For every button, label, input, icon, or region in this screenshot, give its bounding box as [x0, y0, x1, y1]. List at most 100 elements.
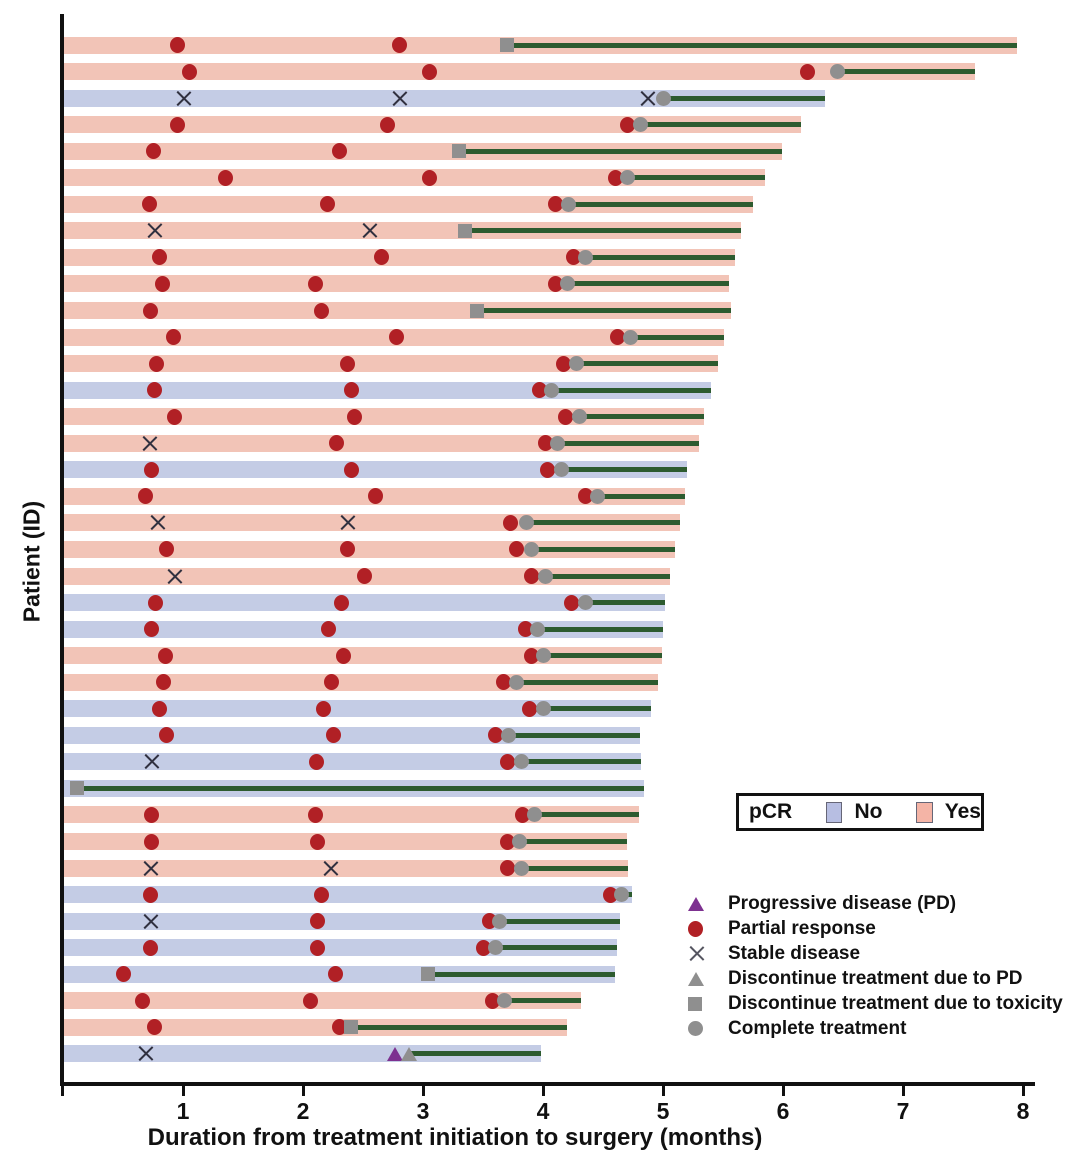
treatment-duration-line — [576, 361, 719, 367]
partial-response-marker — [347, 408, 363, 425]
y-axis-line — [60, 14, 64, 1086]
partial-response-marker — [555, 355, 571, 372]
partial-response-marker — [309, 833, 325, 850]
partial-response-marker — [325, 727, 341, 744]
partial-response-marker — [523, 647, 539, 664]
complete-treatment-marker — [655, 90, 671, 106]
partial-response-marker — [169, 116, 185, 133]
partial-response-marker — [577, 488, 593, 505]
partial-response-marker — [157, 647, 173, 664]
partial-response-marker — [343, 461, 359, 478]
patient-bar — [63, 169, 765, 187]
partial-response-marker — [158, 541, 174, 558]
partial-response-marker — [155, 275, 171, 292]
treatment-duration-line — [77, 785, 644, 791]
complete-treatment-marker — [577, 595, 593, 611]
partial-response-marker — [302, 992, 318, 1009]
pcr-legend: pCR No Yes — [736, 793, 984, 831]
complete-treatment-marker — [513, 860, 529, 876]
treatment-duration-line — [408, 1051, 541, 1057]
partial-response-marker — [391, 37, 407, 53]
marker-legend: Progressive disease (PD) Partial response… — [688, 891, 1063, 1041]
partial-response-marker — [313, 302, 329, 319]
complete-treatment-marker — [509, 674, 525, 690]
partial-response-marker — [146, 382, 162, 399]
patient-bar — [63, 408, 704, 426]
treatment-duration-line — [531, 546, 675, 552]
treatment-duration-line — [508, 732, 641, 738]
marker-legend-row: Stable disease — [688, 941, 1063, 966]
partial-response-marker — [320, 621, 336, 638]
partial-response-marker — [145, 143, 161, 160]
comp-legend-icon — [688, 1021, 714, 1036]
complete-treatment-marker — [559, 276, 575, 292]
partial-response-marker — [373, 249, 389, 266]
partial-response-marker — [141, 196, 157, 213]
treatment-duration-line — [585, 254, 735, 260]
marker-legend-row: Complete treatment — [688, 1016, 1063, 1041]
partial-response-marker — [379, 116, 395, 133]
complete-treatment-marker — [619, 170, 635, 186]
partial-response-marker — [499, 833, 515, 850]
patient-bar — [63, 461, 687, 479]
complete-treatment-marker — [560, 196, 576, 212]
treatment-duration-line — [627, 175, 765, 181]
complete-treatment-marker — [523, 541, 539, 557]
partial-response-marker — [146, 1019, 162, 1036]
pcr-legend-title: pCR — [749, 800, 793, 823]
marker-legend-label: Discontinue treatment due to PD — [728, 967, 1023, 989]
partial-response-marker — [307, 806, 323, 823]
partial-response-marker — [147, 594, 163, 611]
partial-response-marker — [309, 913, 325, 930]
stable-disease-marker — [322, 860, 339, 877]
x-axis-title: Duration from treatment initiation to su… — [147, 1124, 763, 1151]
treatment-duration-line — [551, 387, 711, 393]
x-axis-tick — [781, 1086, 785, 1096]
sd-legend-icon — [688, 945, 714, 962]
discontinue-toxicity-marker — [70, 781, 85, 796]
partial-response-marker — [356, 568, 372, 584]
stable-disease-marker — [166, 568, 183, 585]
marker-legend-label: Stable disease — [728, 942, 861, 964]
partial-response-marker — [515, 806, 531, 823]
partial-response-marker — [134, 992, 150, 1009]
treatment-duration-line — [521, 865, 629, 871]
treatment-duration-line — [477, 308, 732, 313]
partial-response-marker — [143, 302, 159, 319]
sd-icon — [688, 945, 705, 962]
patient-bar — [63, 222, 741, 240]
dpd-legend-icon — [688, 971, 714, 986]
treatment-duration-line — [526, 520, 680, 526]
partial-response-marker — [138, 488, 154, 505]
partial-response-marker — [499, 753, 515, 770]
partial-response-marker — [540, 461, 556, 478]
partial-response-marker — [315, 700, 331, 717]
discontinue-toxicity-marker — [344, 1020, 358, 1035]
treatment-duration-line — [557, 440, 699, 446]
treatment-duration-line — [516, 679, 659, 685]
partial-response-marker — [523, 568, 539, 584]
partial-response-marker — [149, 355, 165, 372]
complete-treatment-marker — [829, 64, 845, 80]
x-axis-tick-label: 3 — [416, 1098, 430, 1124]
pcr-yes-swatch — [916, 801, 933, 823]
partial-response-marker — [389, 329, 405, 346]
marker-legend-row: Partial response — [688, 916, 1063, 941]
partial-response-marker — [144, 806, 160, 823]
x-axis-tick-label: 4 — [536, 1098, 550, 1124]
treatment-duration-line — [465, 228, 741, 234]
treatment-duration-line — [543, 653, 662, 659]
patient-bar — [63, 753, 642, 771]
partial-response-marker — [115, 966, 131, 983]
treatment-duration-line — [640, 122, 801, 128]
partial-response-marker — [324, 674, 340, 691]
tox-icon — [688, 996, 702, 1011]
discontinue-pd-marker — [400, 1046, 417, 1061]
partial-response-marker — [558, 408, 574, 425]
partial-response-marker — [564, 594, 580, 611]
partial-response-marker — [331, 1019, 347, 1036]
x-axis-tick — [181, 1086, 185, 1096]
stable-disease-marker — [149, 514, 166, 531]
treatment-duration-line — [519, 839, 627, 844]
treatment-duration-line — [351, 1024, 567, 1030]
